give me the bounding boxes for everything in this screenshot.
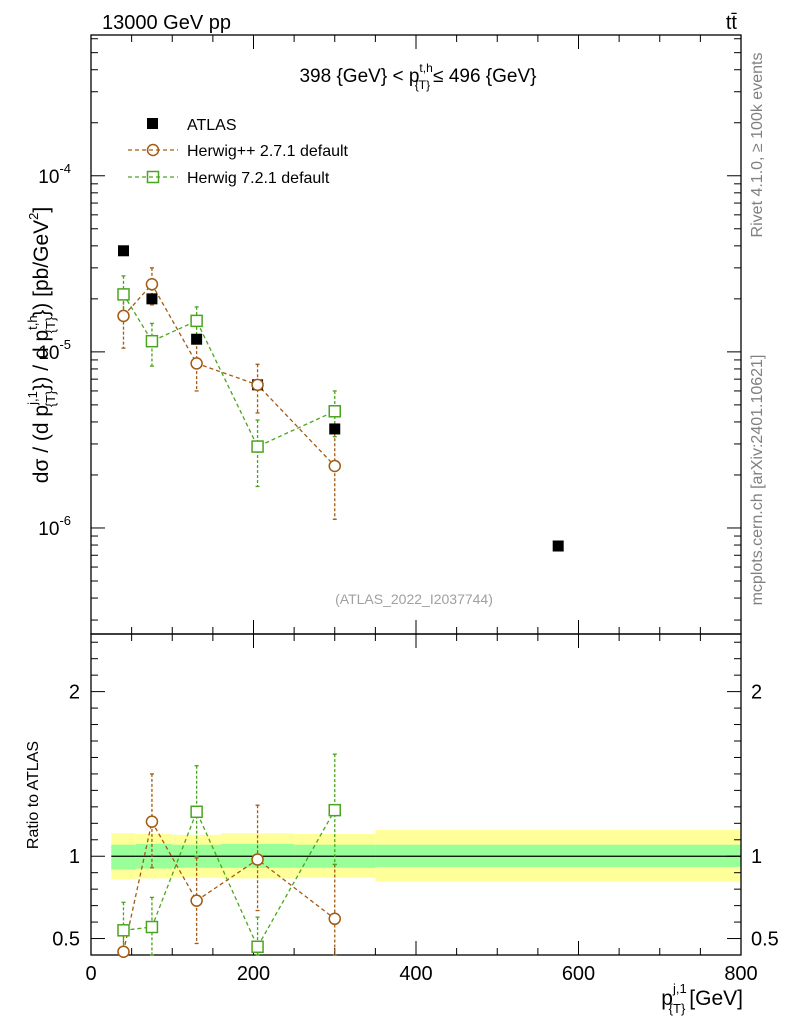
mcplots-label: mcplots.cern.ch [arXiv:2401.10621] bbox=[749, 355, 766, 606]
herwig7-errorbar-3 bbox=[255, 419, 260, 488]
y-tick-label: 10-4 bbox=[38, 161, 71, 188]
atlas-point-1 bbox=[146, 293, 158, 305]
herwigpp-point-3 bbox=[251, 378, 264, 392]
herwig7-ratio-point-4 bbox=[328, 803, 341, 817]
band-inner-0 bbox=[111, 844, 136, 870]
herwigpp-ratio-point-0 bbox=[117, 945, 130, 958]
herwig7-ratio-errorbar-1 bbox=[149, 896, 154, 956]
atlas-point-2 bbox=[191, 333, 203, 345]
x-tick-label: 800 bbox=[724, 963, 757, 985]
herwigpp-point-4 bbox=[328, 459, 341, 473]
herwig7-point-3 bbox=[251, 440, 264, 453]
ratio-y-tick-label-right: 1 bbox=[751, 846, 762, 868]
herwigpp-ratio-line bbox=[122, 819, 336, 952]
herwigpp-point-0 bbox=[117, 309, 130, 323]
herwig7-ratio-point-0 bbox=[117, 924, 130, 937]
y-tick-label: 10-5 bbox=[38, 337, 71, 364]
legend: ATLAS Herwig++ 2.7.1 default Herwig 7.2.… bbox=[128, 117, 349, 187]
energy-label: 13000 GeV pp bbox=[102, 12, 231, 34]
panel-title: 398 {GeV} < pt,h {T} ≤ 496 {GeV} bbox=[299, 61, 536, 92]
legend-label-herwig7: Herwig 7.2.1 default bbox=[187, 170, 330, 187]
x-axis-label: pj,1 {T} [GeV] bbox=[661, 981, 743, 1016]
herwig7-ratio-point-1 bbox=[145, 920, 159, 934]
ratio-y-tick-label-right: 2 bbox=[751, 682, 762, 704]
herwig7-point-1 bbox=[145, 334, 159, 348]
ratio-panel: 0 200 400 600 800 0.5 0.5 1 1 2 2 bbox=[52, 633, 779, 985]
herwig7-line bbox=[122, 294, 336, 448]
herwigpp-ratio-errorbar-4 bbox=[332, 863, 337, 956]
legend-label-herwigpp: Herwig++ 2.7.1 default bbox=[187, 143, 349, 160]
herwigpp-point-1 bbox=[145, 278, 159, 291]
herwigpp-ratio-point-4 bbox=[328, 912, 341, 926]
x-tick-label: 400 bbox=[399, 963, 432, 985]
analysis-id: (ATLAS_2022_I2037744) bbox=[335, 591, 493, 607]
ratio-y-axis-label: Ratio to ATLAS bbox=[25, 741, 42, 849]
herwig7-ratio-point-3 bbox=[251, 940, 264, 954]
herwigpp-ratio-point-3 bbox=[251, 853, 264, 866]
atlas-point-5 bbox=[552, 540, 564, 552]
rivet-version-label: Rivet 4.1.0, ≥ 100k events bbox=[749, 53, 766, 238]
process-label: tt̄ bbox=[726, 12, 738, 34]
herwig7-point-0 bbox=[117, 288, 130, 301]
x-tick-label: 600 bbox=[562, 963, 595, 985]
main-panel: 10-6 10-5 10-4 bbox=[38, 34, 742, 635]
herwigpp-ratio-point-2 bbox=[190, 894, 203, 907]
legend-label-atlas: ATLAS bbox=[187, 117, 237, 134]
ratio-y-tick-label-left: 2 bbox=[69, 682, 80, 704]
herwig7-point-2 bbox=[190, 314, 203, 328]
ratio-y-tick-label-left: 1 bbox=[69, 846, 80, 868]
legend-marker-herwigpp bbox=[146, 143, 160, 157]
herwig7-ratio-line bbox=[123, 809, 336, 949]
svg-text:dσ / (d pj,1{T}}) / d pt,h{T}}: dσ / (d pj,1 {T}}) / d pt,h {T}}) [pb/GeV2… bbox=[25, 207, 58, 483]
ratio-y-tick-label-left: 0.5 bbox=[52, 929, 80, 951]
herwig7-ratio-point-2 bbox=[190, 805, 203, 819]
legend-marker-atlas bbox=[147, 118, 158, 129]
legend-marker-herwig7 bbox=[146, 170, 160, 184]
herwigpp-errorbar-3 bbox=[255, 363, 260, 414]
atlas-point-0 bbox=[118, 245, 129, 257]
herwig7-point-4 bbox=[328, 405, 341, 418]
herwigpp-point-2 bbox=[190, 357, 203, 370]
x-tick-label: 200 bbox=[237, 963, 270, 985]
herwigpp-errorbar-4 bbox=[332, 432, 337, 520]
y-axis-label: dσ / (d pj,1 {T}}) / d pt,h {T}}) [pb/GeV2… bbox=[25, 207, 58, 483]
ratio-y-tick-label-right: 0.5 bbox=[751, 929, 779, 951]
atlas-point-4 bbox=[329, 423, 341, 435]
ratio-frame bbox=[90, 633, 742, 956]
herwigpp-line bbox=[123, 283, 336, 467]
y-tick-label: 10-6 bbox=[38, 513, 71, 540]
herwigpp-ratio-point-1 bbox=[145, 815, 159, 828]
x-tick-label: 0 bbox=[85, 963, 96, 985]
